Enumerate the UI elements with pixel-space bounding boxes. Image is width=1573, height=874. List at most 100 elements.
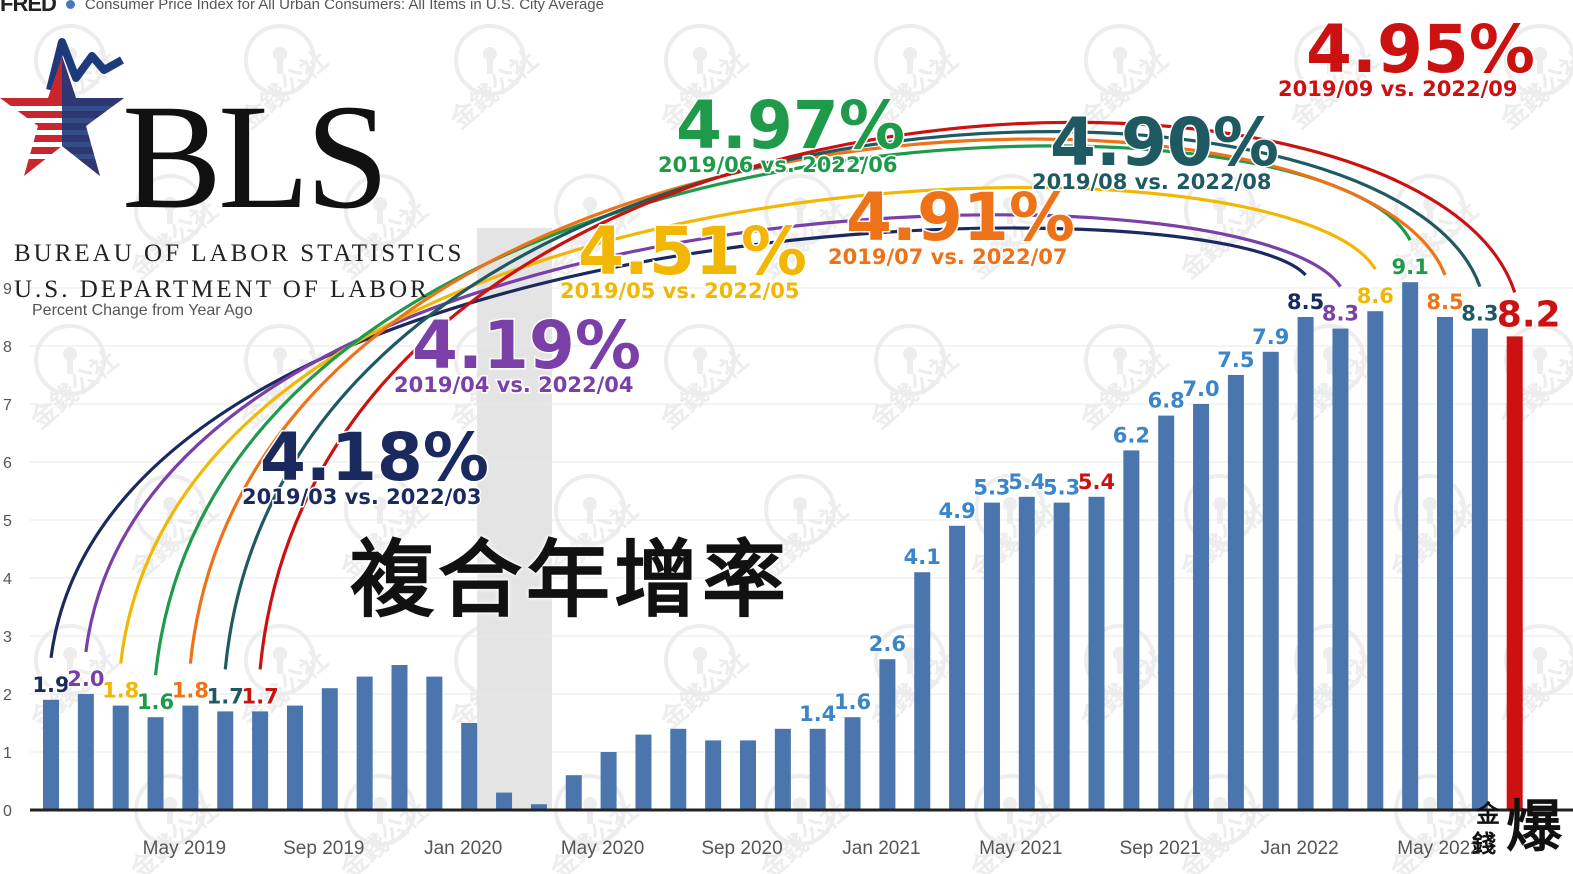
watermark-19: 金錢公社 (654, 324, 754, 436)
bar-23 (844, 717, 861, 810)
y-axis-title: Percent Change from Year Ago (32, 302, 253, 319)
overlay-title: 複合年增率 (350, 531, 791, 629)
bar-6 (252, 711, 269, 810)
watermark-keyhole-icon (1533, 47, 1547, 61)
bar-19 (705, 740, 722, 810)
watermark-keyhole-slot (1117, 58, 1123, 74)
bar-36 (1297, 317, 1314, 810)
bar-label-5: 1.7 (207, 684, 244, 708)
watermark-keyhole-slot (697, 58, 703, 74)
bar-16 (600, 752, 617, 810)
y-tick-label-5: 5 (3, 513, 12, 530)
watermark-lock-icon (554, 474, 626, 546)
bls-subtitle-2: U.S. DEPARTMENT OF LABOR (14, 276, 430, 303)
cagr-rate-4: 4.91% (846, 179, 1075, 256)
bar-29 (1053, 502, 1070, 810)
bar-17 (635, 734, 652, 810)
bar-21 (774, 728, 791, 810)
bar-label-4: 1.8 (172, 679, 209, 703)
bls-subtitle-1: BUREAU OF LABOR STATISTICS (14, 240, 465, 267)
cagr-period-6: 2019/09 vs. 2022/09 (1278, 77, 1517, 101)
watermark-20: 金錢公社 (864, 324, 964, 436)
cagr-rate-0: 4.18% (260, 419, 489, 496)
watermark-keyhole-icon (793, 497, 807, 511)
bar-label-32: 6.8 (1148, 389, 1185, 413)
bar-label-29: 5.3 (1043, 476, 1080, 500)
bar-37 (1332, 328, 1349, 810)
watermark-keyhole-slot (487, 58, 493, 74)
watermark-keyhole-slot (67, 658, 73, 674)
x-tick-label-3: May 2020 (561, 838, 644, 859)
watermark-keyhole-icon (793, 797, 807, 811)
bar-0 (43, 699, 59, 810)
bar-label-22: 1.4 (799, 702, 836, 726)
bar-39 (1402, 282, 1419, 810)
x-tick-label-2: Jan 2020 (424, 838, 502, 859)
watermark-lock-icon (1394, 174, 1466, 246)
watermark-keyhole-icon (1213, 797, 1227, 811)
arc-1 (84, 213, 1342, 653)
cagr-period-4: 2019/07 vs. 2022/07 (828, 245, 1067, 269)
watermark-keyhole-icon (1213, 497, 1227, 511)
watermark-keyhole-slot (907, 658, 913, 674)
watermark-16: 金錢公社 (24, 324, 124, 436)
bar-label-2: 1.8 (102, 679, 139, 703)
watermark-keyhole-icon (583, 797, 597, 811)
bar-7 (286, 705, 303, 810)
watermark-lock-icon (134, 174, 206, 246)
watermark-keyhole-icon (693, 47, 707, 61)
watermark-lock-icon (974, 174, 1046, 246)
watermark-lock-icon (244, 24, 316, 96)
bar-11 (426, 676, 443, 810)
watermark-lock-icon (664, 24, 736, 96)
bar-13 (496, 792, 513, 810)
watermark-30: 金錢公社 (1384, 474, 1484, 586)
y-tick-label-2: 2 (3, 687, 12, 704)
bar-1 (77, 694, 94, 810)
cagr-rate-2: 4.51% (578, 213, 807, 290)
stamp-char-3: 爆 (1506, 795, 1562, 860)
bar-26 (949, 525, 966, 810)
watermark-keyhole-slot (1117, 658, 1123, 674)
watermark-keyhole-icon (63, 347, 77, 361)
watermark-33: 金錢公社 (234, 624, 334, 736)
cagr-rate-3: 4.97% (676, 87, 905, 164)
watermark-lock-icon (764, 474, 836, 546)
watermark-keyhole-icon (1003, 797, 1017, 811)
watermark-keyhole-icon (163, 797, 177, 811)
watermark-42: 金錢公社 (544, 774, 644, 874)
watermark-keyhole-slot (1537, 58, 1543, 74)
watermark-keyhole-icon (903, 47, 917, 61)
watermark-keyhole-slot (1427, 508, 1433, 524)
bar-8 (321, 688, 338, 810)
y-tick-label-8: 8 (3, 339, 12, 356)
bar-label-33: 7.0 (1182, 377, 1219, 401)
bar-41 (1471, 328, 1488, 810)
series-title: Consumer Price Index for All Urban Consu… (84, 0, 604, 13)
y-tick-label-0: 0 (3, 803, 12, 820)
bar-40 (1437, 317, 1453, 810)
watermark-41: 金錢公社 (334, 774, 434, 874)
watermark-lock-icon (344, 474, 416, 546)
watermark-keyhole-icon (273, 47, 287, 61)
watermark-keyhole-icon (373, 797, 387, 811)
bar-14 (530, 804, 547, 810)
bar-30 (1088, 496, 1105, 810)
watermark-lock-icon (1294, 324, 1366, 396)
cagr-period-0: 2019/03 vs. 2022/03 (242, 485, 481, 509)
watermark-keyhole-icon (163, 197, 177, 211)
watermark-keyhole-icon (63, 647, 77, 661)
x-tick-label-5: Jan 2021 (842, 838, 920, 859)
bar-label-31: 6.2 (1113, 423, 1150, 447)
bar-label-28: 5.4 (1008, 470, 1045, 494)
brand-stamp: 金 錢 爆 (1472, 790, 1568, 870)
watermark-lock-icon (1084, 24, 1156, 96)
bar-28 (1018, 496, 1035, 810)
cagr-rate-1: 4.19% (412, 307, 641, 384)
watermark-23: 金錢公社 (1494, 324, 1573, 436)
watermark-keyhole-slot (67, 358, 73, 374)
bar-38 (1367, 311, 1384, 810)
bar-32 (1158, 415, 1175, 810)
y-tick-label-1: 1 (3, 745, 12, 762)
watermark-lock-icon (764, 174, 836, 246)
